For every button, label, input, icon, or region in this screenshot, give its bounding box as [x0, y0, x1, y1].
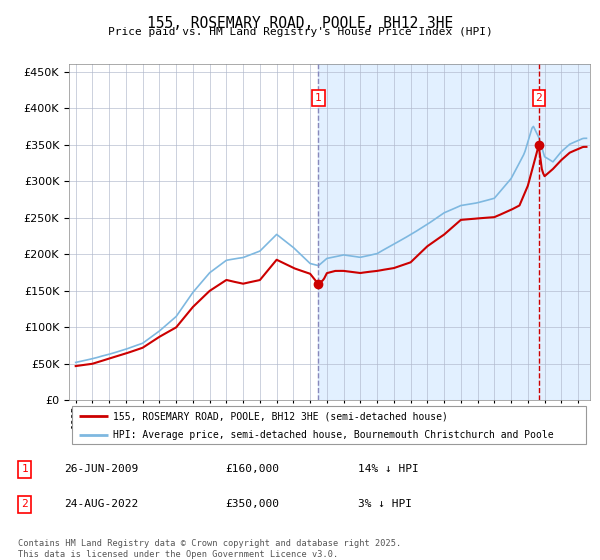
Text: £160,000: £160,000	[225, 464, 279, 474]
Text: £350,000: £350,000	[225, 500, 279, 510]
Text: 1: 1	[21, 464, 28, 474]
Text: 1: 1	[315, 93, 322, 103]
Text: 155, ROSEMARY ROAD, POOLE, BH12 3HE (semi-detached house): 155, ROSEMARY ROAD, POOLE, BH12 3HE (sem…	[113, 411, 448, 421]
Text: 2: 2	[21, 500, 28, 510]
Text: HPI: Average price, semi-detached house, Bournemouth Christchurch and Poole: HPI: Average price, semi-detached house,…	[113, 430, 554, 440]
Text: 26-JUN-2009: 26-JUN-2009	[64, 464, 138, 474]
Text: 3% ↓ HPI: 3% ↓ HPI	[358, 500, 412, 510]
Text: 14% ↓ HPI: 14% ↓ HPI	[358, 464, 418, 474]
Text: Contains HM Land Registry data © Crown copyright and database right 2025.
This d: Contains HM Land Registry data © Crown c…	[18, 539, 401, 559]
Text: 155, ROSEMARY ROAD, POOLE, BH12 3HE: 155, ROSEMARY ROAD, POOLE, BH12 3HE	[147, 16, 453, 31]
FancyBboxPatch shape	[71, 407, 586, 444]
Text: 2: 2	[535, 93, 542, 103]
Text: 24-AUG-2022: 24-AUG-2022	[64, 500, 138, 510]
Bar	[319, 64, 600, 400]
Text: Price paid vs. HM Land Registry's House Price Index (HPI): Price paid vs. HM Land Registry's House …	[107, 27, 493, 37]
